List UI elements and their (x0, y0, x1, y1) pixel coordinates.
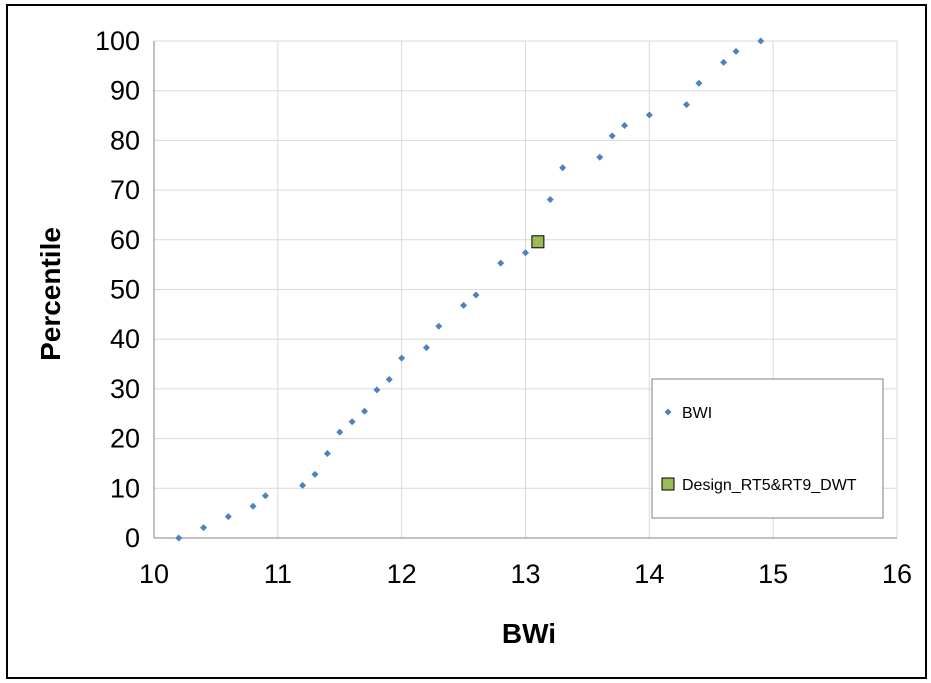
bwi-point (200, 524, 208, 532)
bwi-point (398, 354, 406, 362)
design-point (531, 235, 545, 249)
bwi-point (522, 249, 529, 257)
data-points (175, 37, 765, 542)
x-axis-title: BWi (502, 618, 556, 649)
x-tick-label: 10 (139, 559, 169, 589)
bwi-point (435, 322, 443, 330)
legend-diamond-marker (664, 408, 672, 416)
y-tick-label: 0 (125, 523, 140, 553)
y-tick-label: 90 (110, 76, 140, 106)
grid-lines (153, 40, 898, 539)
bwi-point (682, 101, 690, 109)
bwi-point (695, 79, 703, 87)
y-tick-label: 40 (110, 324, 140, 354)
bwi-point (497, 259, 505, 267)
bwi-point (299, 481, 307, 489)
bwi-point (361, 407, 369, 415)
legend-box (651, 378, 884, 519)
y-tick-label: 60 (110, 225, 140, 255)
legend-label: BWI (682, 405, 712, 422)
y-tick-label: 50 (110, 275, 140, 305)
y-axis-title: Percentile (35, 227, 66, 361)
bwi-point (472, 291, 480, 299)
x-tick-label: 13 (510, 559, 540, 589)
bwi-point (621, 121, 629, 129)
y-tick-label: 70 (110, 175, 140, 205)
y-tick-label: 100 (95, 26, 140, 56)
bwi-point (348, 418, 356, 426)
bwi-point (559, 164, 567, 172)
bwi-point (460, 301, 468, 309)
x-tick-label: 15 (758, 559, 788, 589)
legend: BWI Design_RT5&RT9_DWT (651, 378, 884, 519)
bwi-point (249, 502, 257, 510)
scatter-chart: 0 10 20 30 40 50 60 70 80 90 100 10 11 12 13 14 15 16 BW… (35, 26, 912, 649)
bwi-point (224, 513, 232, 521)
bwi-point (311, 470, 319, 478)
x-tick-label: 11 (264, 559, 292, 589)
x-tick-label: 16 (882, 559, 912, 589)
bwi-point (757, 37, 765, 45)
bwi-point (422, 344, 430, 352)
bwi-point (175, 534, 183, 542)
legend-square-marker (661, 477, 675, 491)
x-tick-label: 14 (634, 559, 664, 589)
y-tick-labels: 0 10 20 30 40 50 60 70 80 90 100 (95, 26, 140, 553)
y-tick-label: 30 (110, 374, 140, 404)
x-tick-labels: 10 11 12 13 14 15 16 (139, 559, 912, 589)
y-tick-label: 80 (110, 125, 140, 155)
bwi-point (546, 196, 554, 204)
x-tick-label: 12 (387, 559, 417, 589)
y-tick-label: 20 (110, 424, 140, 454)
y-tick-label: 10 (110, 473, 140, 503)
bwi-point (732, 47, 740, 55)
bwi-point (645, 111, 653, 119)
bwi-point (720, 58, 728, 66)
bwi-point (608, 132, 616, 140)
bwi-point (596, 153, 604, 161)
bwi-point (336, 428, 344, 436)
bwi-point (373, 386, 381, 394)
chart-frame: 0 10 20 30 40 50 60 70 80 90 100 10 11 12 13 14 15 16 BW… (6, 4, 927, 679)
bwi-point (261, 492, 269, 500)
bwi-point (385, 375, 393, 383)
bwi-point (323, 450, 331, 458)
legend-label: Design_RT5&RT9_DWT (682, 477, 857, 494)
